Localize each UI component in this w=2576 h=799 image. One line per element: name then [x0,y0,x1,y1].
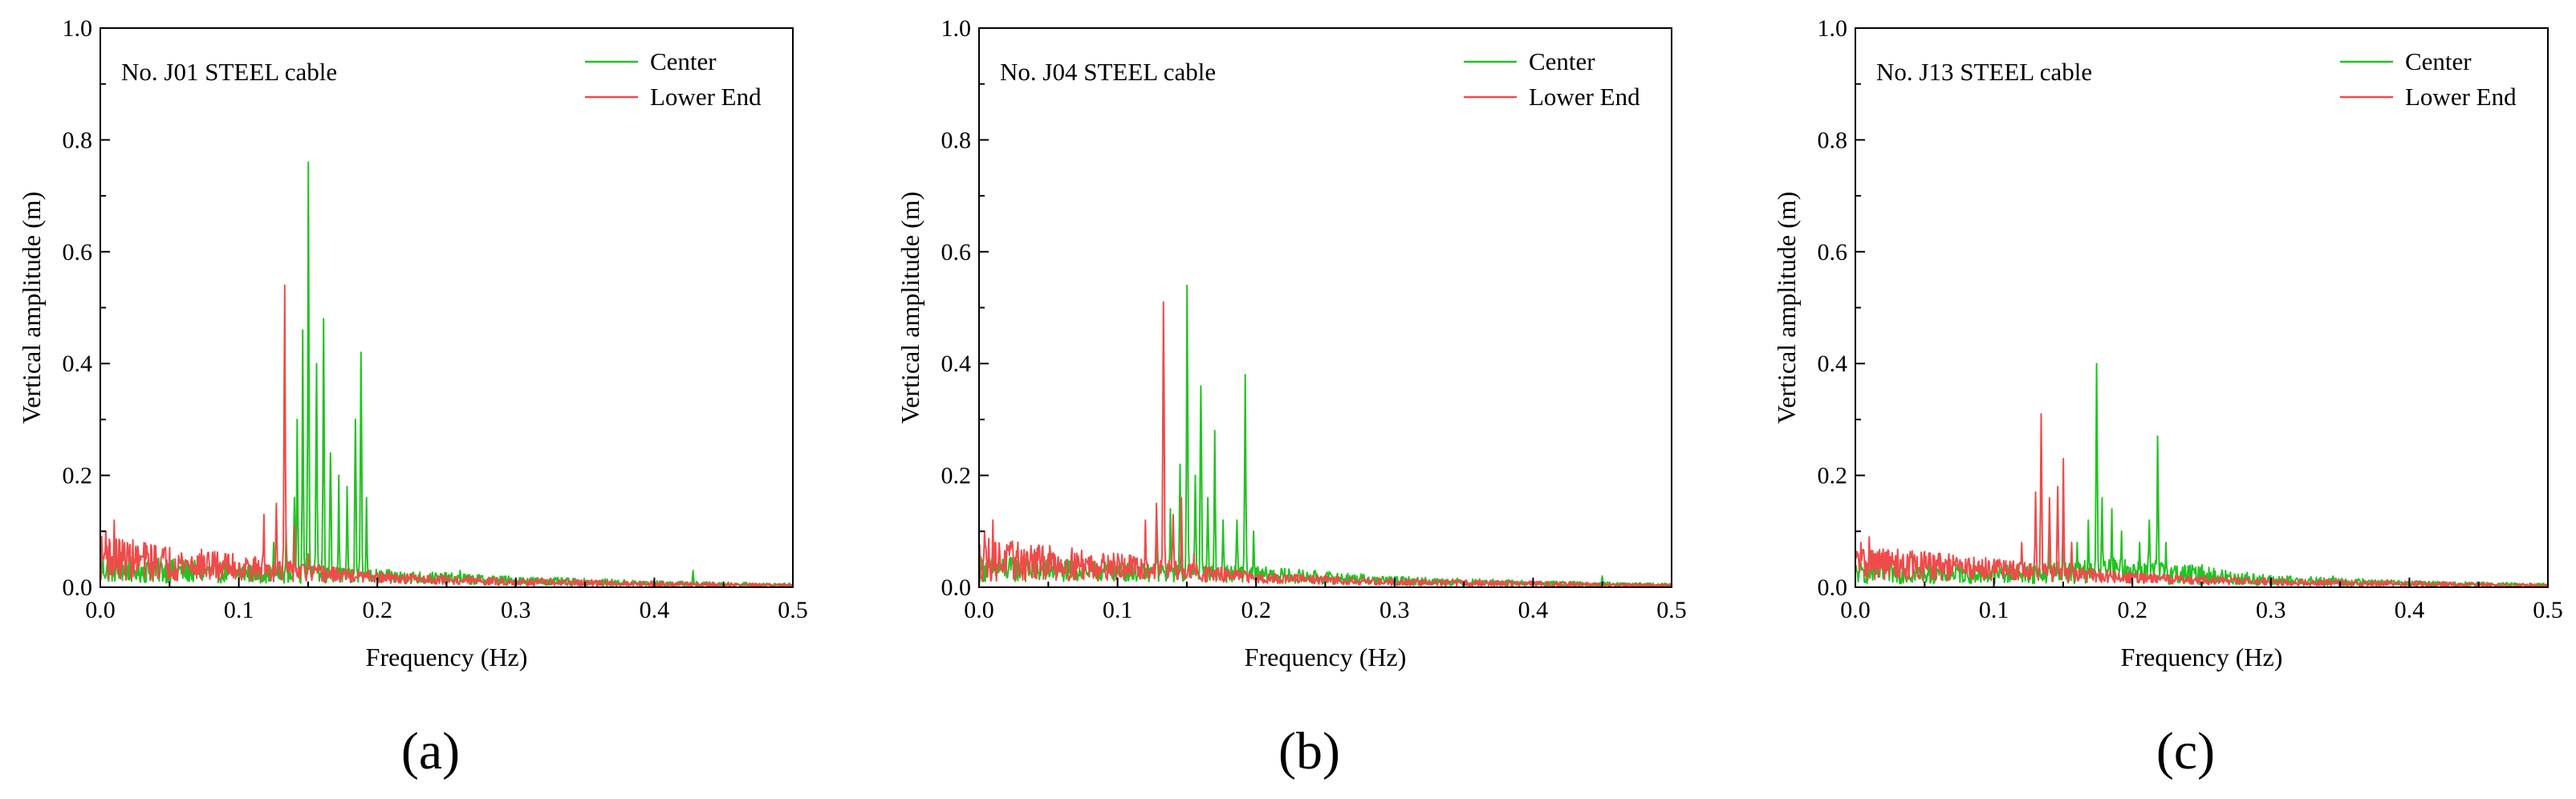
y-tick-label: 1.0 [1818,15,1848,42]
y-tick-label: 0.8 [1818,127,1848,153]
legend-label: Center [1529,47,1595,75]
y-axis-title: Vertical amplitude (m) [1772,192,1801,424]
y-tick-label: 0.8 [63,127,93,153]
y-tick-label: 0.0 [941,574,972,601]
x-tick-label: 0.2 [1241,597,1271,623]
y-axis-title: Vertical amplitude (m) [896,192,924,424]
panel-label: (b) [1278,722,1340,781]
y-tick-label: 0.4 [1818,351,1848,377]
chart-panel-b: 0.0 0.1 0.2 0.3 0.4 0.5 0.0 0.2 0.4 0.6 0.8 1.0 Freq… [896,15,1687,781]
x-tick-label: 0.4 [640,597,670,623]
y-tick-label: 0.0 [63,574,93,601]
y-axis-title: Vertical amplitude (m) [17,192,46,424]
series-line-lower-end [1855,412,2549,588]
y-tick-label: 1.0 [941,15,972,42]
x-tick-label: 0.0 [1840,597,1871,623]
x-tick-label: 0.5 [2533,597,2563,623]
legend-label: Lower End [2405,83,2517,111]
x-axis-title: Frequency (Hz) [1245,643,1407,671]
x-tick-label: 0.3 [1379,597,1410,623]
y-tick-label: 0.6 [941,239,972,266]
y-tick-label: 0.4 [63,351,93,377]
legend-label: Lower End [1529,83,1640,111]
plot-title: No. J01 STEEL cable [121,58,337,86]
y-tick-label: 0.6 [1818,239,1848,266]
legend-label: Center [2405,47,2472,75]
y-tick-label: 1.0 [63,15,93,42]
plot-title: No. J04 STEEL cable [1000,58,1216,86]
x-tick-label: 0.2 [362,597,392,623]
y-tick-label: 0.2 [63,463,93,489]
x-tick-label: 0.1 [1979,597,2009,623]
x-tick-label: 0.5 [1656,597,1687,623]
x-tick-label: 0.4 [2395,597,2425,623]
y-tick-label: 0.2 [1818,463,1848,489]
y-tick-label: 0.8 [941,127,972,153]
x-tick-label: 0.3 [501,597,531,623]
chart-panel-a: 0.0 0.1 0.2 0.3 0.4 0.5 0.0 0.2 0.4 0.6 0.8 1.0 Freq… [17,15,808,781]
y-tick-label: 0.6 [63,239,93,266]
legend-label: Lower End [650,83,762,111]
x-tick-label: 0.0 [85,597,116,623]
plot-title: No. J13 STEEL cable [1876,58,2092,86]
x-axis-title: Frequency (Hz) [366,643,528,671]
y-tick-label: 0.2 [941,463,972,489]
x-tick-label: 0.5 [778,597,808,623]
x-tick-label: 0.3 [2256,597,2286,623]
y-tick-label: 0.4 [941,351,972,377]
x-axis-title: Frequency (Hz) [2121,643,2283,671]
x-tick-label: 0.1 [224,597,254,623]
legend-label: Center [650,47,717,75]
panel-label: (c) [2156,722,2215,781]
x-tick-label: 0.0 [964,597,994,623]
x-tick-label: 0.2 [2117,597,2147,623]
series-line-lower-end [100,284,794,588]
panel-label: (a) [401,722,460,781]
series-line-lower-end [978,301,1672,588]
chart-panel-c: 0.0 0.1 0.2 0.3 0.4 0.5 0.0 0.2 0.4 0.6 0.8 1.0 Freq… [1772,15,2563,781]
x-tick-label: 0.4 [1518,597,1549,623]
y-tick-label: 0.0 [1818,574,1848,601]
x-tick-label: 0.1 [1103,597,1133,623]
